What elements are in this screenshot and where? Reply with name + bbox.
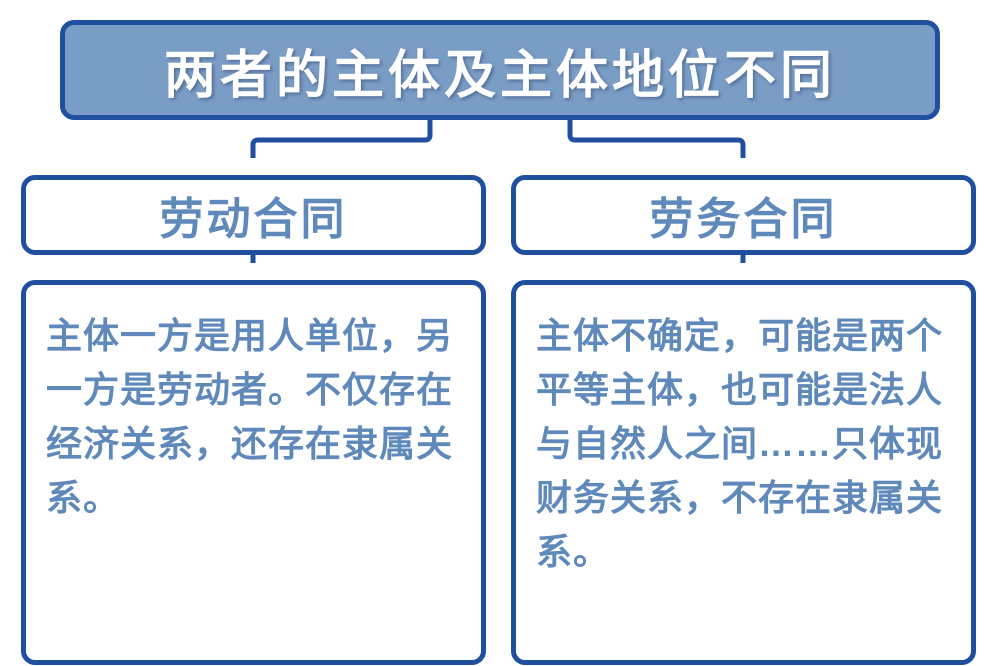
title-text: 两者的主体及主体地位不同 [164, 33, 836, 108]
diagram-container: 两者的主体及主体地位不同 劳动合同 主体一方是用人单位，另一方是劳动者。不仅存在… [0, 0, 1000, 666]
left-body-box: 主体一方是用人单位，另一方是劳动者。不仅存在经济关系，还存在隶属关系。 [21, 280, 486, 665]
title-box: 两者的主体及主体地位不同 [60, 20, 940, 120]
left-subtitle-text: 劳动合同 [160, 183, 348, 247]
left-subtitle-box: 劳动合同 [21, 175, 486, 255]
right-body-box: 主体不确定，可能是两个平等主体，也可能是法人与自然人之间……只体现财务关系，不存… [511, 280, 976, 665]
right-body-text: 主体不确定，可能是两个平等主体，也可能是法人与自然人之间……只体现财务关系，不存… [536, 309, 951, 579]
left-body-text: 主体一方是用人单位，另一方是劳动者。不仅存在经济关系，还存在隶属关系。 [46, 309, 461, 525]
right-subtitle-text: 劳务合同 [650, 183, 838, 247]
right-subtitle-box: 劳务合同 [511, 175, 976, 255]
